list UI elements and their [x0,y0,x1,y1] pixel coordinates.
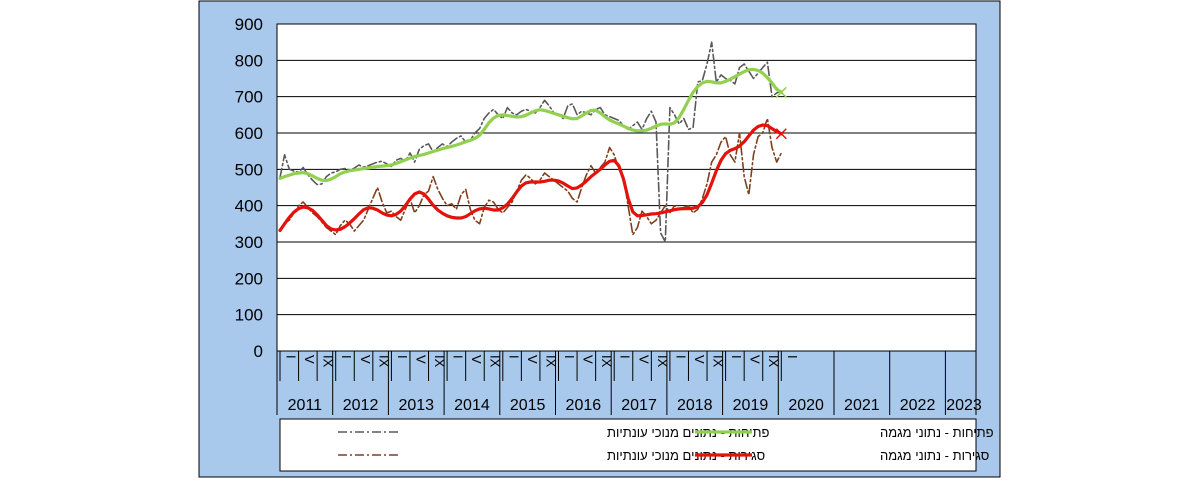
y-tick-label: 400 [235,197,263,216]
x-month-label: I [729,355,744,359]
legend-entry: פתיחות - נתונים מנוכי עונתיות [338,425,769,440]
y-tick-label: 300 [235,233,263,252]
x-month-label: I [618,355,633,359]
series-line [278,67,783,183]
gridlines [277,59,976,316]
y-tick-label: 500 [235,160,263,179]
x-month-label: V [302,355,317,364]
x-month-label: V [581,355,596,364]
x-year-label: 2020 [788,397,824,414]
x-month-label: I [673,355,688,359]
series-end-marker [775,86,787,98]
x-month-label: IX [432,355,447,368]
x-month-label: IX [655,355,670,368]
x-month-label: V [469,355,484,364]
series-line [278,123,783,232]
x-month-label: I [284,355,299,359]
y-tick-label: 700 [235,88,263,107]
y-tick-label: 900 [235,15,263,34]
x-month-label: V [692,355,707,364]
x-month-label: IX [488,355,503,368]
x-year-label: 2013 [398,397,434,414]
x-month-label: IX [599,355,614,368]
y-tick-label: 800 [235,51,263,70]
x-year-label: 2015 [510,397,546,414]
x-year-label: 2018 [677,397,713,414]
x-year-label: 2011 [288,397,323,414]
x-year-label: 2016 [566,397,602,414]
x-month-label: IX [711,355,726,368]
x-axis: I V IX I V IX I V IX I V IX I V IX I V IX I V IX I V IX I V IX I201… [276,351,982,415]
x-month-label: I [562,355,577,359]
x-year-label: 2023 [946,397,982,414]
legend-box [279,418,977,472]
x-month-label: I [785,355,800,359]
x-month-label: IX [543,355,558,368]
series-end-marker [775,128,787,140]
series-line [279,117,783,236]
x-month-label: I [395,355,410,359]
legend-entry: סגירות - נתונים מנוכי עונתיות [338,448,765,463]
legend-label: פתיחות - נתוני מגמה [880,425,994,440]
x-year-label: 2017 [621,397,657,414]
y-axis-tick-labels: 0 100 200 300 400 500 600 700 800 900 [235,15,263,361]
x-month-label: V [413,355,428,364]
y-tick-label: 200 [235,269,263,288]
legend-entry: סגירות - נתוני מגמה [695,448,989,463]
x-month-label: V [525,355,540,364]
y-tick-label: 0 [254,342,263,361]
legend-label: סגירות - נתונים מנוכי עונתיות [607,448,765,463]
legend-entry: פתיחות - נתוני מגמה [695,425,994,440]
x-year-label: 2019 [733,397,769,414]
x-year-label: 2014 [454,397,490,414]
x-year-label: 2021 [844,397,880,414]
x-month-label: V [636,355,651,364]
x-month-label: I [339,355,354,359]
x-month-label: IX [376,355,391,368]
y-tick-label: 100 [235,306,263,325]
legend: פתיחות - נתונים מנוכי עונתיות פתיחות - נת… [279,418,994,472]
series-lines [278,41,787,243]
x-month-label: I [506,355,521,359]
x-month-label: I [451,355,466,359]
x-month-label: IX [766,355,781,368]
x-year-label: 2022 [900,397,936,414]
legend-label: סגירות - נתוני מגמה [880,448,989,463]
y-tick-label: 600 [235,124,263,143]
legend-label: פתיחות - נתונים מנוכי עונתיות [607,425,769,440]
x-year-label: 2012 [343,397,379,414]
x-month-label: V [358,355,373,364]
x-month-label: IX [321,355,336,368]
x-month-label: V [748,355,763,364]
